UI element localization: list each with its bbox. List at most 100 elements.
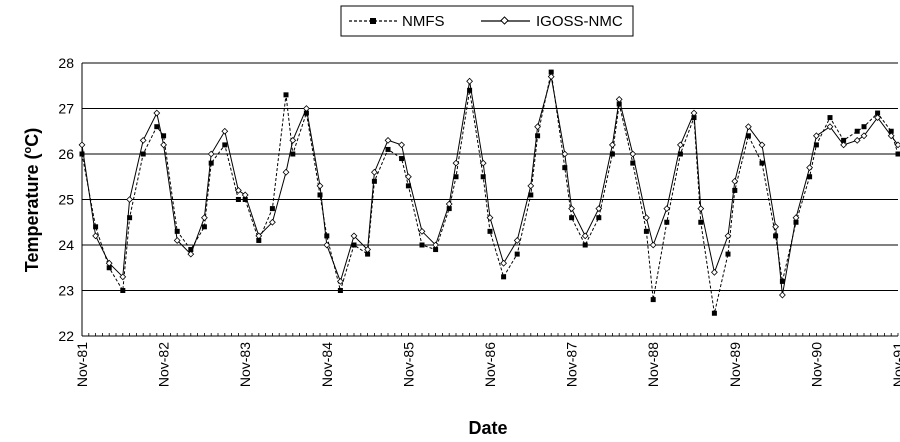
x-tick-label: Nov-90 bbox=[808, 342, 824, 387]
nmfs-point bbox=[242, 197, 248, 202]
igoss-point bbox=[282, 168, 290, 176]
igoss-point bbox=[466, 77, 473, 85]
nmfs-point bbox=[732, 187, 738, 193]
nmfs-point bbox=[290, 151, 296, 157]
nmfs-point bbox=[337, 288, 343, 293]
nmfs-point bbox=[745, 133, 751, 139]
nmfs-point bbox=[303, 110, 309, 116]
nmfs-point bbox=[861, 124, 867, 130]
nmfs-point bbox=[188, 247, 194, 253]
nmfs-point bbox=[433, 247, 439, 253]
y-tick-label: 22 bbox=[58, 328, 74, 344]
igoss-point bbox=[758, 141, 766, 149]
igoss-point bbox=[418, 227, 426, 235]
igoss-point bbox=[840, 141, 847, 149]
legend-nmfs-marker bbox=[370, 18, 376, 24]
nmfs-point bbox=[725, 251, 731, 257]
nmfs-point bbox=[643, 228, 649, 234]
nmfs-point bbox=[120, 288, 126, 293]
nmfs-point bbox=[419, 242, 425, 248]
igoss-point bbox=[690, 109, 698, 117]
igoss-point bbox=[527, 182, 535, 190]
igoss-point bbox=[323, 241, 331, 249]
x-tick-label: Nov-88 bbox=[645, 342, 661, 387]
y-tick-label: 25 bbox=[58, 192, 74, 208]
igoss-point bbox=[78, 141, 86, 149]
nmfs-point bbox=[201, 224, 207, 230]
nmfs-point bbox=[630, 160, 636, 166]
nmfs-point bbox=[79, 151, 85, 157]
igoss-point bbox=[350, 232, 358, 240]
nmfs-point bbox=[562, 165, 568, 171]
igoss-point bbox=[316, 182, 324, 190]
igoss-point bbox=[561, 150, 569, 158]
nmfs-point bbox=[807, 174, 813, 180]
nmfs-point bbox=[664, 219, 670, 225]
igoss-point bbox=[609, 141, 616, 149]
nmfs-point bbox=[235, 197, 241, 202]
x-tick-label: Nov-85 bbox=[400, 342, 416, 387]
nmfs-point bbox=[596, 215, 602, 221]
igoss-point bbox=[860, 132, 868, 140]
igoss-point bbox=[772, 223, 779, 231]
nmfs-point bbox=[827, 115, 833, 121]
nmfs-point bbox=[106, 265, 112, 271]
nmfs-point bbox=[487, 228, 493, 234]
nmfs-point bbox=[677, 151, 683, 157]
nmfs-point bbox=[154, 124, 160, 130]
y-tick-label: 23 bbox=[58, 283, 74, 299]
igoss-point bbox=[677, 141, 684, 149]
igoss-point bbox=[595, 205, 603, 212]
igoss-point bbox=[581, 232, 589, 240]
grid bbox=[82, 62, 898, 291]
igoss-point bbox=[126, 196, 133, 203]
legend-igoss-marker bbox=[500, 16, 509, 25]
nmfs-point bbox=[385, 146, 391, 152]
igoss-point bbox=[486, 214, 494, 222]
igoss-point bbox=[724, 232, 732, 240]
nmfs-point bbox=[371, 178, 377, 184]
nmfs-point bbox=[256, 237, 262, 243]
igoss-point bbox=[813, 132, 820, 140]
igoss-point bbox=[745, 123, 752, 131]
legend-igoss-label: IGOSS-NMC bbox=[536, 13, 623, 30]
nmfs-point bbox=[399, 156, 405, 162]
nmfs-point bbox=[514, 251, 520, 257]
igoss-point bbox=[643, 214, 650, 222]
igoss-point bbox=[445, 200, 453, 208]
igoss-point bbox=[235, 187, 242, 194]
nmfs-point bbox=[453, 174, 459, 180]
x-tick-labels: Nov-81 Nov-82 Nov-83 Nov-84 Nov-85 Nov-86 Nov-… bbox=[74, 342, 900, 387]
x-tick-label: Nov-87 bbox=[564, 342, 580, 387]
igoss-point bbox=[806, 164, 813, 172]
nmfs-point bbox=[616, 101, 622, 107]
igoss-point bbox=[371, 168, 378, 176]
x-axis-title: Date bbox=[468, 418, 507, 438]
axes bbox=[81, 63, 899, 337]
igoss-point bbox=[187, 250, 195, 258]
nmfs-point bbox=[779, 278, 785, 284]
igoss-point bbox=[615, 96, 623, 103]
y-tick-label: 26 bbox=[58, 146, 74, 162]
y-tick-labels: 22 23 24 25 26 27 28 bbox=[58, 55, 74, 344]
y-axis-title-main: Temperature ( bbox=[22, 154, 42, 273]
igoss-point bbox=[303, 105, 310, 112]
nmfs-point bbox=[324, 233, 330, 239]
nmfs-point bbox=[283, 92, 289, 98]
nmfs-point bbox=[548, 69, 554, 75]
igoss-point bbox=[663, 205, 671, 212]
y-axis-title-sup: o bbox=[22, 147, 34, 154]
igoss-point bbox=[201, 214, 208, 222]
y-axis-title-end: C) bbox=[22, 128, 42, 147]
nmfs-point bbox=[528, 192, 534, 198]
nmfs-point bbox=[535, 133, 541, 139]
y-tick-label: 27 bbox=[58, 101, 74, 117]
nmfs-point bbox=[127, 215, 133, 221]
nmfs-point bbox=[365, 251, 371, 257]
nmfs-point bbox=[269, 206, 275, 212]
nmfs-point bbox=[841, 137, 847, 143]
nmfs-point bbox=[501, 274, 507, 280]
x-tick-label: Nov-86 bbox=[482, 342, 498, 387]
nmfs-point bbox=[888, 128, 894, 134]
